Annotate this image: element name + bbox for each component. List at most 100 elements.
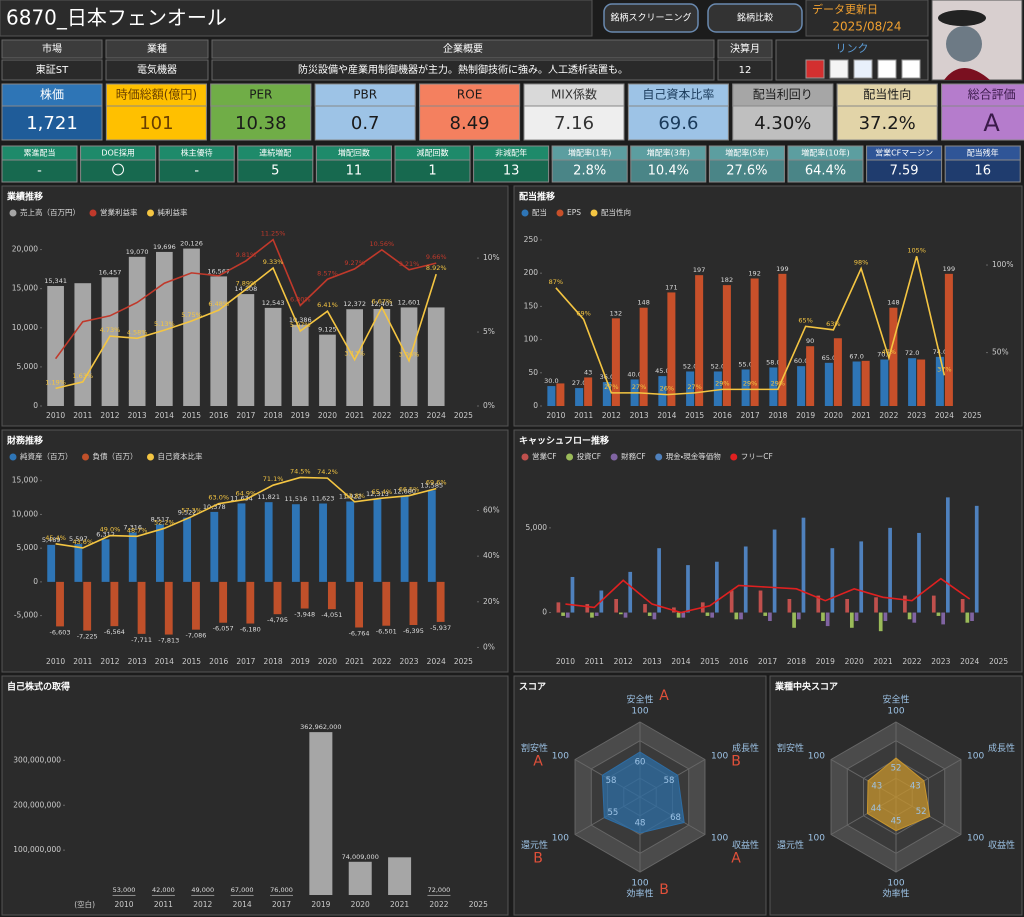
y-tick-label: 5,000 [17,543,39,552]
x-tick-label: 2012 [602,411,621,420]
stat-value: 5 [271,164,279,179]
link-icon[interactable] [901,59,921,79]
legend-swatch [556,209,564,217]
y-tick-label: 100,000,000 [13,845,61,854]
kpi-value: 7.16 [554,113,594,134]
data-label: 5,597 [69,535,88,543]
y2-tick-label: 40% [483,551,500,560]
data-label: 12,401 [370,300,393,308]
r-tick-label: 100 [552,834,569,844]
link-icon[interactable] [829,59,849,79]
data-label: 58.0 [766,358,780,366]
x-tick-label: 2018 [787,657,806,666]
y-tick-label: -5,000 [14,611,38,620]
y-tick-label: 200,000,000 [13,800,61,809]
bar [772,529,777,613]
data-label: 6,312 [96,530,115,538]
link-icon[interactable] [805,59,825,79]
kpi-label: 株価 [40,87,64,102]
data-label: 20,126 [180,240,203,248]
data-label: 72.0 [905,349,919,357]
legend-swatch [730,453,738,461]
x-tick-label: 2011 [73,411,92,420]
bar [768,612,772,622]
data-label: 12,372 [343,300,366,308]
x-tick-label: 2010 [46,657,65,666]
data-label: 182 [721,276,733,284]
data-label: 30.0 [544,377,558,385]
chart-title: スコア [519,682,546,693]
nav-button [603,3,699,33]
data-label: 148 [637,299,649,307]
nav-button-label[interactable]: 銘柄スクリーニング [610,12,691,24]
stat-header [237,145,314,161]
bar [319,334,336,406]
y2-tick-label: 100% [992,260,1013,269]
kpi-header [627,83,729,107]
bar [658,376,667,406]
info-label: 市場 [42,42,62,55]
x-tick-label: 2019 [291,411,310,420]
axis-label: 還元性 [521,839,548,851]
data-label: 8.92% [426,264,447,272]
data-label: 55.0 [738,360,752,368]
x-tick-label: 2022 [372,657,391,666]
link-icon[interactable] [853,59,873,79]
data-label: 9,522 [178,509,197,517]
y-tick-label: 250 [524,235,539,244]
kpi-label: 時価総額(億円) [116,87,197,102]
data-label: 65.4% [372,488,393,496]
bar [584,377,593,406]
x-tick-label: 2021 [874,657,893,666]
bar [917,359,926,406]
x-tick-label: 2025 [454,411,473,420]
bar [787,598,792,613]
y-tick-label: 15,000 [12,476,38,485]
data-label: 10,386 [289,316,312,324]
x-tick-label: 2019 [796,411,815,420]
radar-area [601,751,685,834]
bar [643,604,647,613]
kpi-header [732,83,834,107]
bar [436,581,445,622]
data-label: 27% [632,383,646,391]
bar [183,248,200,406]
x-tick-label: 2019 [311,900,330,909]
y-tick-label: 0 [542,608,547,617]
bar [908,358,917,406]
bar [373,498,382,582]
bar [427,894,451,896]
legend-label: 自己資本比率 [158,451,203,461]
stat-header [394,145,471,161]
data-label: 60.0 [794,357,808,365]
bar [874,597,878,613]
links-label: リンク [836,42,869,55]
axis-label: 成長性 [732,742,759,754]
value-label: 43 [871,781,882,791]
kpi-label: 配当利回り [753,88,813,102]
x-tick-label: 2014 [233,900,252,909]
bar [388,857,412,895]
x-tick-label: 2016 [209,657,228,666]
nav-button-label[interactable]: 銘柄比較 [737,12,773,24]
x-tick-label: 2010 [556,657,575,666]
bar [101,277,119,406]
bar [652,612,657,620]
bar [859,541,864,613]
bar [623,612,628,618]
bar [854,612,859,622]
bar [750,278,759,406]
x-tick-label: 2023 [907,411,926,420]
data-label: -7,711 [131,636,152,644]
data-label: 72,000 [428,886,451,894]
bar [970,612,974,622]
kpi-label: MIX係数 [551,87,597,102]
link-icon[interactable] [877,59,897,79]
stat-label: 連続増配 [259,148,291,158]
kpi-label: PBR [353,88,377,102]
bar [778,273,787,406]
axis-label: 安全性 [882,694,909,706]
bar [427,490,436,582]
data-label: 11,922 [339,492,362,500]
x-tick-label: 2013 [128,411,147,420]
